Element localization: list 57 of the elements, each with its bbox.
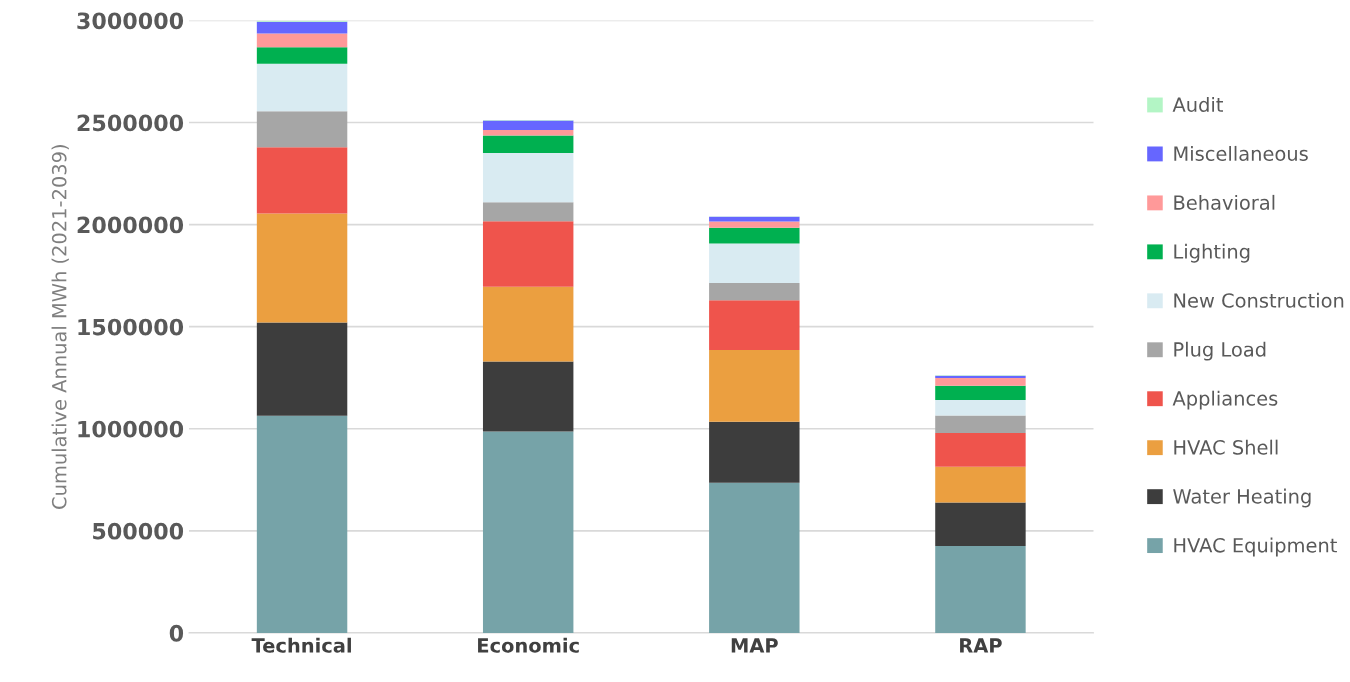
bar bbox=[256, 63, 348, 112]
y-tick-label: 2000000 bbox=[77, 216, 184, 234]
bar bbox=[482, 135, 574, 153]
bar bbox=[709, 216, 800, 222]
bar bbox=[935, 377, 1026, 386]
bar bbox=[256, 47, 348, 64]
bar bbox=[709, 227, 800, 244]
y-axis-title: Cumulative Annual MWh (2021-2039) bbox=[51, 145, 69, 509]
bar bbox=[709, 421, 800, 483]
bar bbox=[482, 221, 574, 287]
legend-label: Miscellaneous bbox=[1174, 145, 1308, 161]
bar bbox=[935, 502, 1026, 546]
bar bbox=[482, 152, 574, 203]
y-tick-label: 1000000 bbox=[78, 420, 184, 438]
bar bbox=[482, 120, 574, 130]
y-tick-label: 500000 bbox=[93, 522, 184, 540]
x-tick-label: Technical bbox=[251, 637, 351, 653]
bar bbox=[935, 545, 1026, 633]
y-tick-label: 2500000 bbox=[77, 114, 184, 132]
bar bbox=[256, 147, 348, 214]
x-tick-label: RAP bbox=[960, 638, 1002, 653]
bar bbox=[935, 466, 1026, 503]
bar bbox=[709, 243, 800, 283]
bar bbox=[256, 415, 348, 633]
bar bbox=[935, 385, 1026, 400]
legend-label: Audit bbox=[1172, 96, 1223, 113]
x-tick-label: MAP bbox=[731, 638, 778, 653]
bar bbox=[482, 202, 574, 222]
bar bbox=[935, 415, 1026, 434]
bar bbox=[256, 21, 348, 34]
legend-label: Lighting bbox=[1174, 243, 1250, 263]
legend-label: Behavioral bbox=[1174, 194, 1275, 210]
legend-label: HVAC Shell bbox=[1174, 439, 1278, 455]
legend-label: HVAC Equipment bbox=[1174, 537, 1337, 557]
y-tick-label: 3000000 bbox=[77, 12, 184, 30]
legend-label: Appliances bbox=[1172, 390, 1278, 410]
bar bbox=[482, 361, 574, 432]
x-tick-label: Economic bbox=[478, 637, 579, 653]
bar bbox=[482, 431, 574, 633]
legend-label: New Construction bbox=[1174, 292, 1344, 308]
bar bbox=[709, 482, 800, 633]
bar bbox=[709, 282, 800, 301]
y-tick-label: 0 bbox=[169, 624, 184, 642]
bar bbox=[256, 213, 348, 323]
bar bbox=[709, 221, 800, 228]
bar bbox=[256, 111, 348, 148]
bar bbox=[709, 300, 800, 350]
bar bbox=[482, 286, 574, 362]
bar bbox=[482, 129, 574, 136]
y-tick-label: 1500000 bbox=[78, 318, 184, 336]
legend-label: Plug Load bbox=[1174, 341, 1266, 361]
bar bbox=[256, 33, 348, 48]
bar bbox=[709, 349, 800, 422]
bar bbox=[256, 322, 348, 416]
legend-label: Water Heating bbox=[1173, 488, 1311, 508]
bar bbox=[935, 399, 1026, 416]
bar bbox=[935, 433, 1026, 467]
